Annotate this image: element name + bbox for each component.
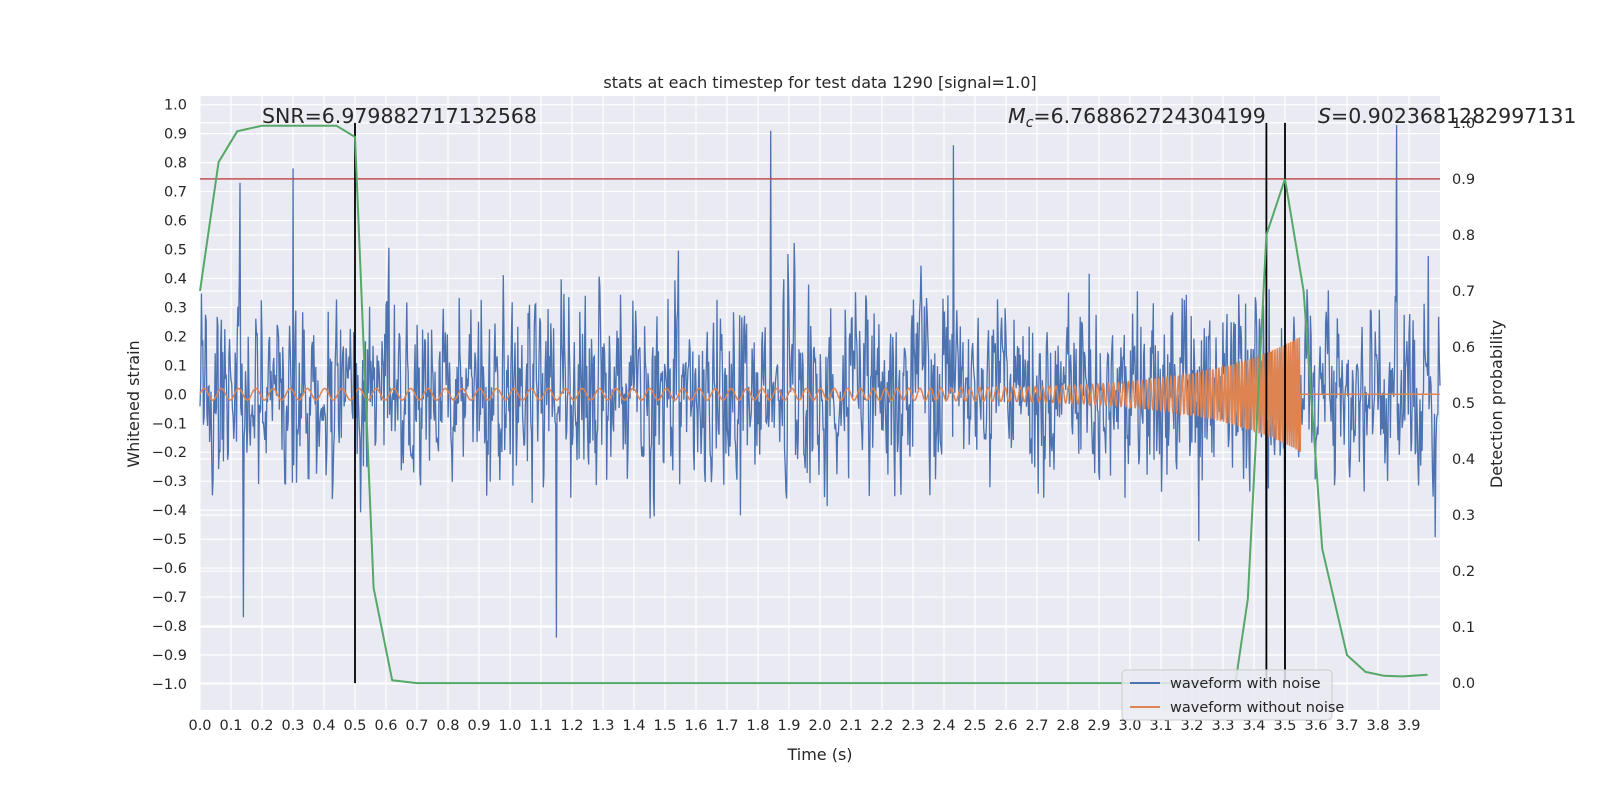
x-tick-label: 1.3 bbox=[591, 718, 614, 734]
y-tick-label: −0.6 bbox=[152, 561, 187, 577]
x-tick-label: 2.8 bbox=[1056, 718, 1079, 734]
x-tick-label: 3.0 bbox=[1118, 718, 1141, 734]
waveform-with-noise-line bbox=[199, 124, 1441, 682]
x-tick-label: 3.8 bbox=[1366, 718, 1389, 734]
x-tick-label: 2.4 bbox=[932, 718, 955, 734]
y-tick-label: −0.9 bbox=[152, 648, 187, 664]
x-tick-labels: 0.0 0.1 0.2 0.3 0.4 0.5 0.6 0.7 0.8 0.9 1.0 1.1 1.2 1… bbox=[188, 718, 1420, 734]
legend: waveform with noise waveform without noi… bbox=[1121, 669, 1344, 721]
y2-tick-label: 0.5 bbox=[1452, 396, 1475, 412]
x-tick-label: 3.3 bbox=[1211, 718, 1234, 734]
y2-tick-label: 0.8 bbox=[1452, 228, 1475, 244]
x-tick-label: 0.9 bbox=[467, 718, 490, 734]
x-axis-label: Time (s) bbox=[786, 745, 852, 764]
y-tick-label: −0.1 bbox=[152, 416, 187, 432]
y-tick-label: 0.6 bbox=[164, 214, 187, 230]
x-tick-label: 2.7 bbox=[1025, 718, 1048, 734]
y-tick-label: 0.0 bbox=[164, 387, 187, 403]
x-tick-label: 1.6 bbox=[684, 718, 707, 734]
y-tick-label: −0.2 bbox=[152, 445, 187, 461]
y-tick-label: −0.7 bbox=[152, 590, 187, 606]
y-tick-label: 0.4 bbox=[164, 271, 187, 287]
x-tick-label: 1.1 bbox=[529, 718, 552, 734]
y2-tick-label: 0.0 bbox=[1452, 676, 1475, 692]
y2-tick-label: 0.1 bbox=[1452, 620, 1475, 636]
y-tick-label: −1.0 bbox=[152, 677, 187, 693]
x-tick-label: 0.6 bbox=[374, 718, 397, 734]
y-tick-label: 0.7 bbox=[164, 185, 187, 201]
x-tick-label: 1.2 bbox=[560, 718, 583, 734]
chirp-mass-value: =6.768862724304199 bbox=[1033, 104, 1265, 128]
spin-annotation: S=0.9023681282997131 bbox=[1318, 104, 1576, 128]
x-tick-label: 3.2 bbox=[1180, 718, 1203, 734]
x-tick-label: 1.8 bbox=[746, 718, 769, 734]
y2-tick-label: 0.9 bbox=[1452, 172, 1475, 188]
y-tick-labels: 1.0 0.9 0.8 0.7 0.6 0.5 0.4 0.3 0.2 0.1 0.0 −0.1 −0.… bbox=[152, 98, 187, 693]
y-tick-label: −0.8 bbox=[152, 619, 187, 635]
x-tick-label: 3.6 bbox=[1304, 718, 1327, 734]
y-tick-label: 1.0 bbox=[164, 98, 187, 114]
x-tick-label: 2.0 bbox=[808, 718, 831, 734]
y2-tick-label: 0.6 bbox=[1452, 340, 1475, 356]
x-tick-label: 2.5 bbox=[963, 718, 986, 734]
y-tick-label: 0.1 bbox=[164, 358, 187, 374]
y2-tick-labels: 1.0 0.9 0.8 0.7 0.6 0.5 0.4 0.3 0.2 0.1 0.0 bbox=[1452, 116, 1475, 692]
y-tick-label: −0.4 bbox=[152, 503, 187, 519]
x-tick-label: 3.9 bbox=[1397, 718, 1420, 734]
x-tick-label: 0.3 bbox=[281, 718, 304, 734]
x-tick-label: 0.7 bbox=[405, 718, 428, 734]
x-tick-label: 2.3 bbox=[901, 718, 924, 734]
y2-tick-label: 0.7 bbox=[1452, 284, 1475, 300]
x-tick-label: 0.8 bbox=[436, 718, 459, 734]
x-tick-label: 1.9 bbox=[777, 718, 800, 734]
y-tick-label: 0.3 bbox=[164, 300, 187, 316]
spin-value: =0.9023681282997131 bbox=[1331, 104, 1576, 128]
x-tick-label: 1.4 bbox=[622, 718, 645, 734]
y-tick-label: 0.9 bbox=[164, 127, 187, 143]
plot-lines bbox=[199, 122, 1441, 685]
y-tick-label: 0.2 bbox=[164, 329, 187, 345]
waveform-without-noise-line bbox=[199, 336, 1440, 452]
legend-label-clean: waveform without noise bbox=[1170, 700, 1344, 716]
chirp-mass-subscript: c bbox=[1026, 115, 1034, 131]
y2-tick-label: 0.3 bbox=[1452, 508, 1475, 524]
legend-label-noise: waveform with noise bbox=[1170, 676, 1321, 692]
x-tick-label: 0.5 bbox=[343, 718, 366, 734]
spin-symbol: S bbox=[1318, 104, 1331, 128]
y-tick-label: 0.5 bbox=[164, 243, 187, 259]
legend-box bbox=[1121, 669, 1333, 721]
marker-vlines bbox=[354, 122, 1286, 684]
x-tick-label: 0.2 bbox=[250, 718, 273, 734]
x-tick-label: 2.9 bbox=[1087, 718, 1110, 734]
x-tick-label: 1.0 bbox=[498, 718, 521, 734]
y-tick-label: 0.8 bbox=[164, 156, 187, 172]
x-tick-label: 3.4 bbox=[1242, 718, 1265, 734]
x-tick-label: 1.7 bbox=[715, 718, 738, 734]
y-tick-label: −0.3 bbox=[152, 474, 187, 490]
y2-tick-label: 0.2 bbox=[1452, 564, 1475, 580]
x-tick-label: 2.6 bbox=[994, 718, 1017, 734]
x-tick-label: 0.0 bbox=[188, 718, 211, 734]
x-tick-label: 3.1 bbox=[1149, 718, 1172, 734]
detection-probability-line bbox=[199, 124, 1428, 685]
x-tick-label: 0.4 bbox=[312, 718, 335, 734]
x-tick-label: 0.1 bbox=[219, 718, 242, 734]
x-tick-label: 2.1 bbox=[839, 718, 862, 734]
x-tick-label: 3.5 bbox=[1273, 718, 1296, 734]
chart-title: stats at each timestep for test data 129… bbox=[603, 73, 1036, 92]
snr-annotation: SNR=6.979882717132568 bbox=[262, 104, 537, 128]
chirp-mass-annotation: Mc=6.768862724304199 bbox=[1008, 104, 1266, 131]
y-axis-label: Whitened strain bbox=[124, 340, 143, 467]
chirp-mass-symbol: M bbox=[1008, 104, 1026, 128]
x-tick-label: 3.7 bbox=[1335, 718, 1358, 734]
y2-axis-label: Detection probability bbox=[1487, 320, 1506, 488]
y-tick-label: −0.5 bbox=[152, 532, 187, 548]
x-tick-label: 1.5 bbox=[653, 718, 676, 734]
y2-tick-label: 0.4 bbox=[1452, 452, 1475, 468]
x-tick-label: 2.2 bbox=[870, 718, 893, 734]
y2-tick-label: 1.0 bbox=[1452, 116, 1475, 132]
